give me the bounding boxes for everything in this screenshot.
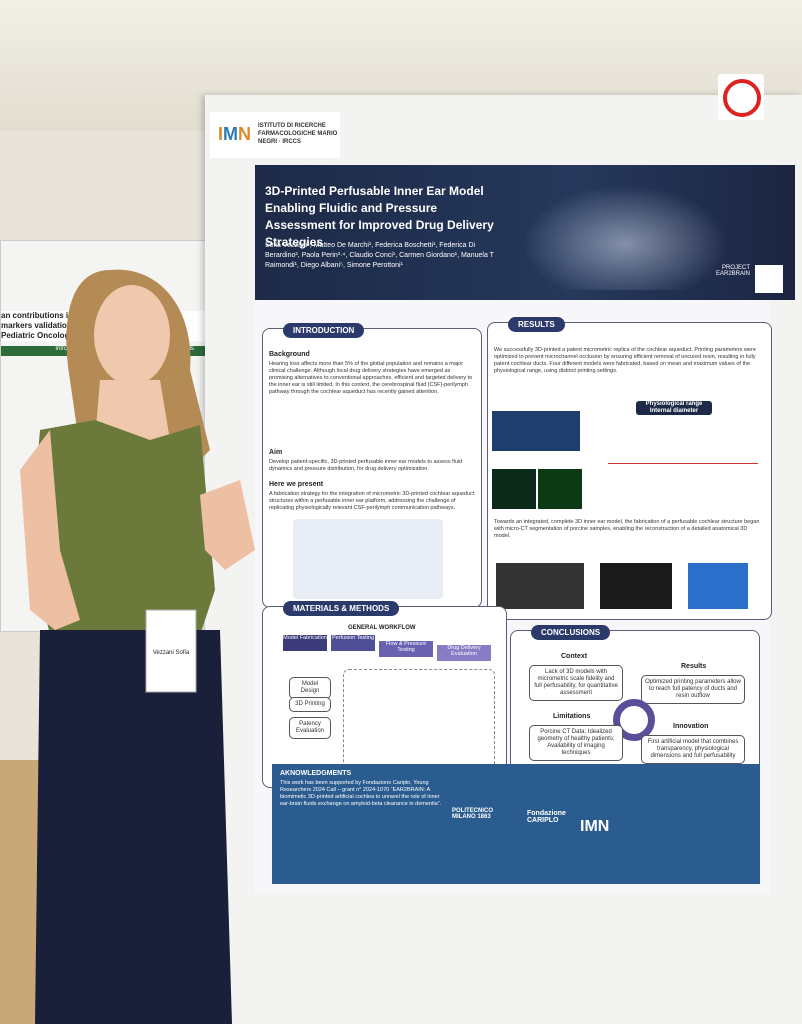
footer-band: AKNOWLEDGMENTS This work has been suppor… [272,764,760,884]
subheading: Innovation [673,723,709,730]
range-axis [608,463,758,464]
badge-name: Vezzani Sofia [152,650,190,656]
printed-model-image [688,563,748,609]
workflow-figures [343,669,495,771]
arm [20,430,80,630]
ct-image [496,563,584,609]
subheading: Context [561,653,588,660]
section-heading: CONCLUSIONS [531,625,611,640]
workflow-item: Model Design [289,677,331,699]
no-photo-sign [718,74,764,120]
conclusion-ring [613,699,655,741]
section-heading: RESULTS [508,317,565,332]
workflow-step: Drug Delivery Evaluation [437,645,491,661]
range-subtitle: Internal diameter [649,408,699,414]
left-poster-line: Pediatric Oncology Renal Tu [1,331,110,340]
model-image [600,563,672,609]
top [30,420,215,635]
subheading: Background [269,351,310,358]
paragraph: We successfully 3D-printed a patent micr… [494,347,756,374]
ear-illustration [505,175,745,290]
paragraph: Towards an integrated, complete 3D inner… [494,519,760,539]
logo: IMN [580,818,610,835]
conclusion-text: Lack of 3D models with micrometric scale… [529,665,623,701]
methods-box: MATERIALS & METHODS GENERAL WORKFLOW Mod… [262,601,507,788]
introduction-box: INTRODUCTION Background Hearing loss aff… [262,323,482,608]
neck [95,380,170,440]
conclusion-text: Porcine CT Data; Idealized geometry of h… [529,725,623,761]
poster-authors: Sofia Vezzani¹, Matteo De Marchi¹, Feder… [265,242,494,269]
conclusion-text: Optimized printing parameters allow to r… [641,675,745,704]
paragraph: Develop patient-specific, 3D-printed per… [269,459,463,472]
left-poster-line: markers validation within the [1,321,112,330]
badge [145,609,197,693]
logo: POLITECNICO MILANO 1863 [452,808,494,820]
face [94,285,170,385]
subheading: Here we present [269,481,324,488]
paragraph: A fabrication strategy for the integrati… [269,491,475,511]
microscopy-image [492,469,536,509]
logo: Fondazione CARIPLO [527,810,566,824]
institute-name: ISTITUTO DI RICERCHE FARMACOLOGICHE MARI… [258,123,338,145]
ack-heading: AKNOWLEDGMENTS [280,770,352,777]
trousers [35,630,232,1024]
subheading: Aim [269,449,283,456]
ack-text: This work has been supported by Fondazio… [280,780,442,807]
section-heading: MATERIALS & METHODS [283,601,400,616]
conclusions-box: CONCLUSIONS Context Lack of 3D models wi… [510,625,760,784]
poster-title: 3D-Printed Perfusable Inner Ear Model En… [265,184,494,249]
qr-code [755,265,783,293]
institute-logo: IMN ISTITUTO DI RICERCHE FARMACOLOGICHE … [210,112,340,158]
range-title: Physiological range [645,401,703,407]
workflow-title: GENERAL WORKFLOW [348,625,416,631]
poster-header: 3D-Printed Perfusable Inner Ear Model En… [255,165,795,300]
workflow-item: Patency Evaluation [289,717,331,739]
conclusion-text: First artificial model that combines tra… [641,735,745,764]
project-label: PROJECT EAR2BRAIN [715,265,750,277]
section-heading: INTRODUCTION [283,323,365,338]
paragraph: Hearing loss affects more than 5% of the… [269,361,473,395]
results-box: RESULTS We successfully 3D-printed a pat… [487,317,772,620]
subheading: Results [681,663,707,670]
anatomy-figure [293,519,443,599]
workflow-item: 3D Printing [289,697,331,712]
range-label: Physiological range Internal diameter [636,401,712,415]
person [20,269,255,1024]
microscopy-image [538,469,582,509]
printed-ducts-image [492,411,580,451]
workflow-step: Perfusion Testing [331,635,375,651]
workflow-step: Flow & Pressure Testing [379,641,433,657]
workflow-step: Model Fabrication [283,635,327,651]
subheading: Limitations [553,713,591,720]
left-poster-line: an contributions in Wilms Tu [1,311,111,320]
hand [200,480,255,570]
